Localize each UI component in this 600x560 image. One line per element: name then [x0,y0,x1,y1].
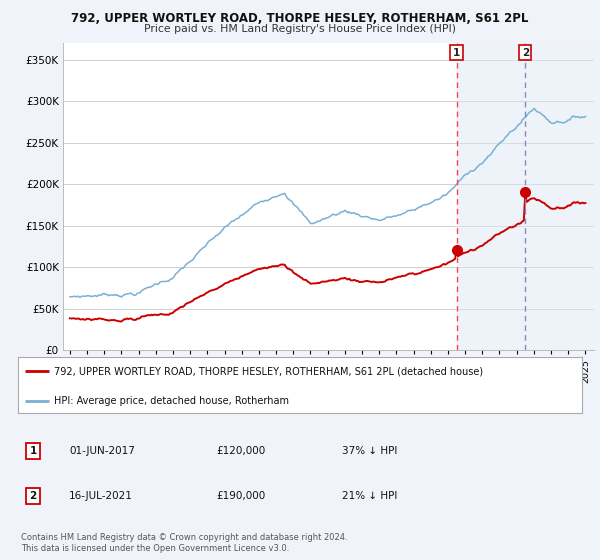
Text: 21% ↓ HPI: 21% ↓ HPI [342,491,397,501]
Text: 792, UPPER WORTLEY ROAD, THORPE HESLEY, ROTHERHAM, S61 2PL (detached house): 792, UPPER WORTLEY ROAD, THORPE HESLEY, … [53,366,482,376]
Text: 37% ↓ HPI: 37% ↓ HPI [342,446,397,456]
Text: £120,000: £120,000 [216,446,265,456]
Text: 1: 1 [453,48,460,58]
Text: Contains HM Land Registry data © Crown copyright and database right 2024.
This d: Contains HM Land Registry data © Crown c… [21,533,347,553]
Text: 2: 2 [521,48,529,58]
Text: £190,000: £190,000 [216,491,265,501]
Text: HPI: Average price, detached house, Rotherham: HPI: Average price, detached house, Roth… [53,396,289,406]
Text: 01-JUN-2017: 01-JUN-2017 [69,446,135,456]
Text: Price paid vs. HM Land Registry's House Price Index (HPI): Price paid vs. HM Land Registry's House … [144,24,456,34]
Text: 1: 1 [29,446,37,456]
Bar [525,43,594,350]
Bar [457,43,525,350]
Text: 2: 2 [29,491,37,501]
Text: 16-JUL-2021: 16-JUL-2021 [69,491,133,501]
Text: 792, UPPER WORTLEY ROAD, THORPE HESLEY, ROTHERHAM, S61 2PL: 792, UPPER WORTLEY ROAD, THORPE HESLEY, … [71,12,529,25]
